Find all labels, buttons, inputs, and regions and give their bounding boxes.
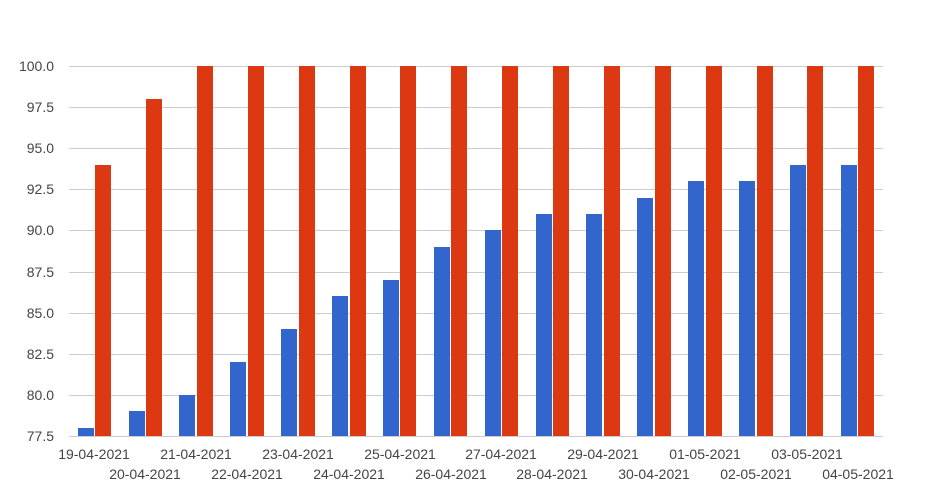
bar-series-1[interactable] bbox=[485, 230, 501, 436]
bar-series-2[interactable] bbox=[604, 66, 620, 436]
gridline bbox=[69, 230, 883, 231]
x-axis-tick-label: 22-04-2021 bbox=[211, 466, 283, 482]
gridline bbox=[69, 354, 883, 355]
y-axis-tick-label: 97.5 bbox=[26, 99, 54, 115]
bar-series-2[interactable] bbox=[502, 66, 518, 436]
bar-series-2[interactable] bbox=[248, 66, 264, 436]
x-axis-tick-label: 24-04-2021 bbox=[313, 466, 385, 482]
gridline bbox=[69, 66, 883, 67]
bar-series-1[interactable] bbox=[688, 181, 704, 436]
bar-series-2[interactable] bbox=[553, 66, 569, 436]
y-axis-tick-label: 80.0 bbox=[26, 387, 54, 403]
bar-series-1[interactable] bbox=[841, 165, 857, 436]
gridline bbox=[69, 395, 883, 396]
bar-series-1[interactable] bbox=[129, 411, 145, 436]
bar-series-1[interactable] bbox=[383, 280, 399, 436]
x-axis-tick-label: 30-04-2021 bbox=[618, 466, 690, 482]
x-axis-tick-label: 04-05-2021 bbox=[822, 466, 894, 482]
y-axis-tick-label: 82.5 bbox=[26, 346, 54, 362]
bar-series-2[interactable] bbox=[858, 66, 874, 436]
x-axis-tick-label: 26-04-2021 bbox=[415, 466, 487, 482]
bar-series-1[interactable] bbox=[281, 329, 297, 436]
gridline bbox=[69, 148, 883, 149]
bar-series-2[interactable] bbox=[197, 66, 213, 436]
bar-series-1[interactable] bbox=[790, 165, 806, 436]
gridline bbox=[69, 107, 883, 108]
bar-series-2[interactable] bbox=[299, 66, 315, 436]
y-axis-tick-label: 85.0 bbox=[26, 305, 54, 321]
bar-series-1[interactable] bbox=[434, 247, 450, 436]
x-axis-tick-label: 20-04-2021 bbox=[109, 466, 181, 482]
gridline bbox=[69, 272, 883, 273]
x-axis-tick-label: 02-05-2021 bbox=[720, 466, 792, 482]
y-axis-tick-label: 90.0 bbox=[26, 222, 54, 238]
bar-series-1[interactable] bbox=[637, 198, 653, 436]
bar-series-1[interactable] bbox=[230, 362, 246, 436]
gridline bbox=[69, 189, 883, 190]
bar-series-2[interactable] bbox=[350, 66, 366, 436]
gridline bbox=[69, 436, 883, 437]
bar-series-1[interactable] bbox=[536, 214, 552, 436]
x-axis-tick-label: 23-04-2021 bbox=[262, 446, 334, 462]
bar-series-1[interactable] bbox=[586, 214, 602, 436]
gridline bbox=[69, 313, 883, 314]
x-axis-tick-label: 29-04-2021 bbox=[567, 446, 639, 462]
bar-series-2[interactable] bbox=[807, 66, 823, 436]
x-axis-tick-label: 27-04-2021 bbox=[465, 446, 537, 462]
bar-series-2[interactable] bbox=[451, 66, 467, 436]
y-axis-tick-label: 77.5 bbox=[26, 428, 54, 444]
x-axis-tick-label: 28-04-2021 bbox=[516, 466, 588, 482]
y-axis-tick-label: 95.0 bbox=[26, 140, 54, 156]
bar-series-2[interactable] bbox=[400, 66, 416, 436]
bar-series-1[interactable] bbox=[739, 181, 755, 436]
bar-series-2[interactable] bbox=[757, 66, 773, 436]
x-axis-tick-label: 01-05-2021 bbox=[669, 446, 741, 462]
bar-series-2[interactable] bbox=[146, 99, 162, 436]
x-axis-tick-label: 03-05-2021 bbox=[771, 446, 843, 462]
x-axis-tick-label: 25-04-2021 bbox=[364, 446, 436, 462]
bar-series-2[interactable] bbox=[655, 66, 671, 436]
bar-series-2[interactable] bbox=[95, 165, 111, 436]
bar-series-2[interactable] bbox=[706, 66, 722, 436]
bar-series-1[interactable] bbox=[332, 296, 348, 436]
x-axis-tick-label: 21-04-2021 bbox=[160, 446, 232, 462]
bar-series-1[interactable] bbox=[179, 395, 195, 436]
y-axis-tick-label: 92.5 bbox=[26, 181, 54, 197]
x-axis-tick-label: 19-04-2021 bbox=[58, 446, 130, 462]
y-axis-tick-label: 100.0 bbox=[18, 58, 54, 74]
y-axis-tick-label: 87.5 bbox=[26, 264, 54, 280]
bar-series-1[interactable] bbox=[78, 428, 94, 436]
